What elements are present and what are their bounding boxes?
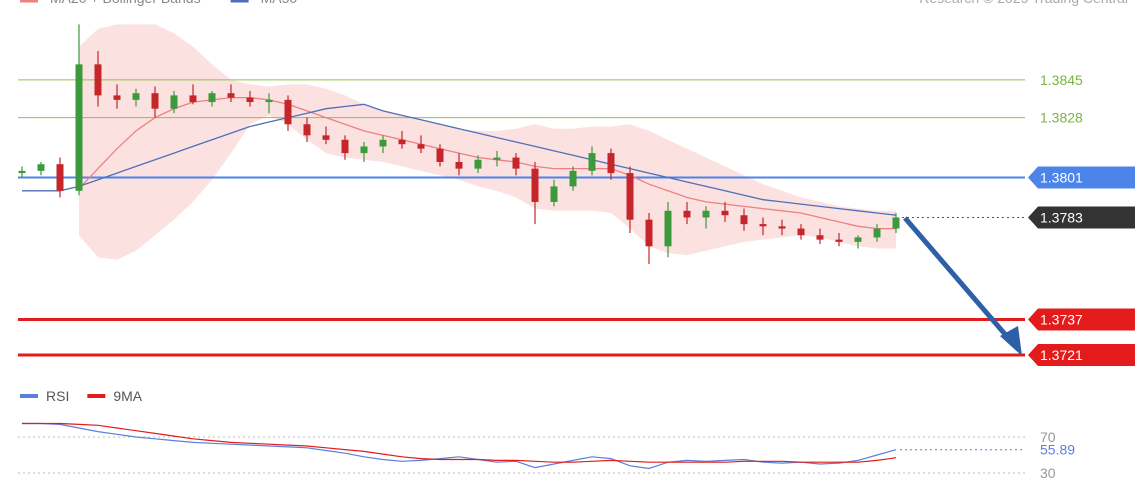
level-label: 1.3737 xyxy=(1040,312,1083,328)
candle-body xyxy=(759,224,767,227)
candle-body xyxy=(341,139,349,154)
candle-body xyxy=(797,228,805,236)
level-label: 1.3828 xyxy=(1040,110,1083,126)
candle-body xyxy=(854,237,862,242)
candle-body xyxy=(360,146,368,154)
legend-label: MA50 xyxy=(261,0,298,6)
back-layer xyxy=(18,24,1025,474)
candle-body xyxy=(835,239,843,242)
candle-body xyxy=(816,235,824,240)
candle-body xyxy=(607,153,615,174)
rsi-current-label: 55.89 xyxy=(1040,442,1075,458)
candle-body xyxy=(626,173,634,220)
candle-body xyxy=(284,99,292,125)
level-label: 1.3801 xyxy=(1040,170,1083,186)
candle-body xyxy=(778,226,786,229)
front-layer: MA20 + Bollinger Bands MA50 Research © 202… xyxy=(18,0,1135,481)
candle-body xyxy=(550,186,558,202)
candle-body xyxy=(151,93,159,109)
rsi-line xyxy=(22,422,897,463)
legend-label: MA20 + Bollinger Bands xyxy=(50,0,201,6)
candle-body xyxy=(75,64,83,191)
candle-body xyxy=(189,95,197,103)
bollinger-band xyxy=(79,24,896,260)
candle-body xyxy=(683,210,691,218)
current-price-label: 1.3783 xyxy=(1040,209,1083,225)
candle-body xyxy=(379,139,387,147)
level-label-box xyxy=(1028,166,1135,189)
candle-body xyxy=(132,93,140,100)
candle-body xyxy=(588,153,596,171)
candle-body xyxy=(873,228,881,238)
candle-body xyxy=(436,148,444,162)
forecast-arrowhead xyxy=(1000,326,1022,356)
source-label: Research © 2025 Trading Central xyxy=(919,0,1128,6)
candle-body xyxy=(569,170,577,187)
candle-body xyxy=(702,210,710,218)
forecast-arrow xyxy=(903,216,1012,342)
candle-body xyxy=(892,217,900,229)
candle-body xyxy=(493,157,501,160)
level-label: 1.3845 xyxy=(1040,72,1083,88)
candle-body xyxy=(94,64,102,96)
candle-body xyxy=(645,219,653,247)
candle-body xyxy=(227,93,235,98)
candle-body xyxy=(303,124,311,136)
candle-body xyxy=(113,95,121,100)
level-label-box xyxy=(1028,344,1135,367)
candle-body xyxy=(18,170,26,174)
candle-body xyxy=(56,164,64,191)
candle-body xyxy=(721,210,729,216)
candle-body xyxy=(664,210,672,247)
current-price-box xyxy=(1028,206,1135,229)
rsi-level-label: 70 xyxy=(1040,429,1056,445)
candle-body xyxy=(322,135,330,140)
level-label-box xyxy=(1028,308,1135,331)
candle-body xyxy=(246,97,254,103)
rsi-line xyxy=(22,422,897,470)
rsi-level-label: 30 xyxy=(1040,465,1056,481)
candle-body xyxy=(474,159,482,169)
candle-body xyxy=(455,161,463,169)
level-label: 1.3721 xyxy=(1040,347,1083,363)
candle-body xyxy=(265,99,273,103)
candle-body xyxy=(512,157,520,169)
candle-body xyxy=(740,215,748,225)
candle-body xyxy=(398,139,406,145)
candle-body xyxy=(531,168,539,202)
legend-label: 9MA xyxy=(113,388,142,404)
candle-body xyxy=(417,144,425,149)
candle-body xyxy=(170,95,178,109)
candle-body xyxy=(208,93,216,103)
legend-label: RSI xyxy=(46,388,69,404)
candle-body xyxy=(37,164,45,171)
ma-line xyxy=(22,103,897,216)
